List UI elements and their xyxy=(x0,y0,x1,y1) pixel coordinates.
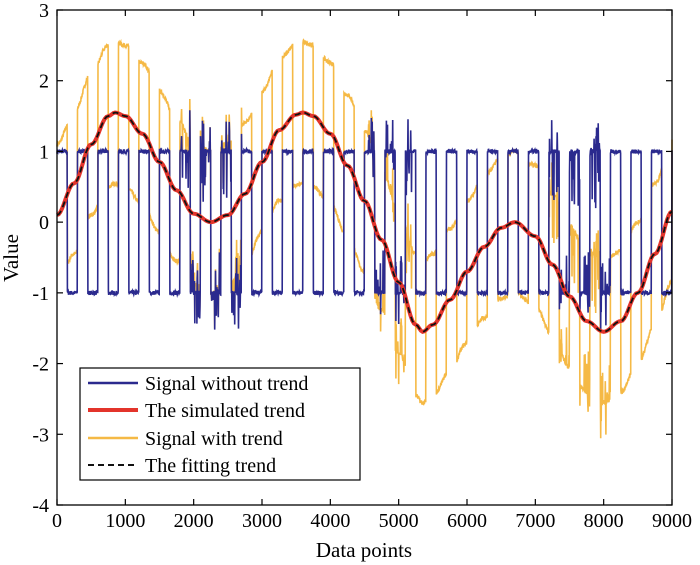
x-tick-label: 3000 xyxy=(242,510,282,532)
x-tick-label: 5000 xyxy=(379,510,419,532)
series-layer xyxy=(56,38,674,439)
x-tick-label: 8000 xyxy=(584,510,624,532)
y-tick-label: 0 xyxy=(39,212,49,234)
legend-box xyxy=(79,367,361,481)
y-tick-label: -4 xyxy=(32,495,49,517)
x-axis-label: Data points xyxy=(316,538,412,562)
legend-label-signal-with-trend: Signal with trend xyxy=(145,428,283,450)
legend-label-simulated-trend: The simulated trend xyxy=(145,400,305,422)
axis-ticks: 0 1000 2000 3000 4000 5000 6000 7000 8000 9000 -4 -… xyxy=(32,0,692,532)
y-axis-label: Value xyxy=(0,234,23,282)
legend: Signal without trend The simulated trend… xyxy=(79,367,361,481)
x-tick-label: 7000 xyxy=(515,510,555,532)
x-tick-label: 6000 xyxy=(447,510,487,532)
x-tick-label: 1000 xyxy=(105,510,145,532)
y-tick-label: -1 xyxy=(32,283,49,305)
x-tick-label: 2000 xyxy=(174,510,214,532)
series-signal-without-trend xyxy=(56,110,673,330)
legend-label-fitting-trend: The fitting trend xyxy=(145,455,276,477)
y-tick-label: 3 xyxy=(39,0,49,22)
plot-frame xyxy=(56,9,673,506)
y-tick-label: 1 xyxy=(39,141,49,163)
legend-label-signal-without-trend: Signal without trend xyxy=(145,373,308,395)
x-tick-label: 4000 xyxy=(310,510,350,532)
y-tick-label: -2 xyxy=(32,354,49,376)
y-tick-label: 2 xyxy=(39,71,49,93)
y-tick-label: -3 xyxy=(32,424,49,446)
series-fitting-trend xyxy=(56,111,673,333)
x-tick-label: 0 xyxy=(52,510,62,532)
x-tick-label: 9000 xyxy=(652,510,692,532)
